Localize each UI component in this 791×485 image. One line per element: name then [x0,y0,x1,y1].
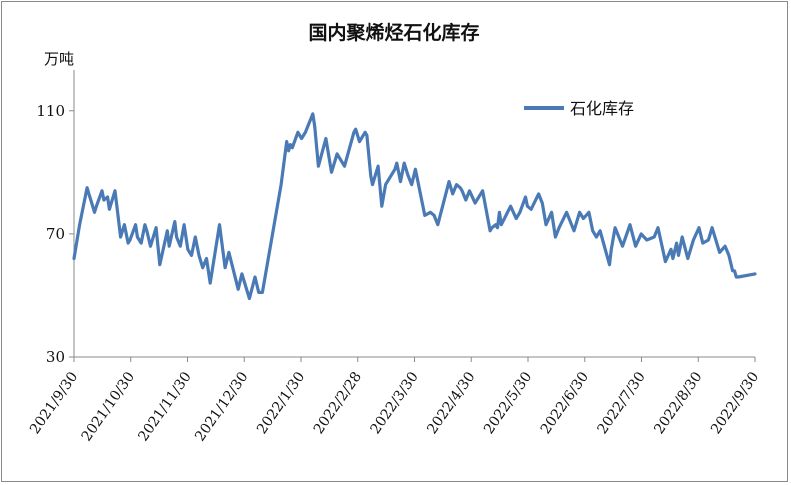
series-line [72,112,757,301]
x-tick-label: 2022/7/30 [594,369,648,437]
x-tick-label: 2021/11/30 [135,369,194,444]
x-tick-label: 2022/2/28 [311,369,365,437]
axis-ticks: 30 70 110 2021/9/302021/10/302021/11/302021… [27,102,762,445]
x-tick-label: 2021/9/30 [27,369,81,437]
x-tick-label: 2022/4/30 [424,369,478,437]
y-axis-unit: 万吨 [44,50,74,68]
y-tick-label: 110 [36,102,65,120]
chart-title: 国内聚烯烃石化库存 [308,21,479,44]
axes [73,70,755,358]
x-tick-label: 2022/8/30 [651,369,705,437]
x-tick-label: 2021/12/30 [192,369,251,444]
y-tick-label: 70 [46,225,65,243]
y-tick-label: 30 [46,348,65,366]
legend: 石化库存 [524,99,634,118]
legend-label: 石化库存 [570,99,634,118]
x-tick-label: 2022/1/30 [254,369,308,437]
x-tick-label: 2021/10/30 [79,369,138,444]
x-tick-label: 2022/9/30 [708,369,762,437]
series-group [72,112,757,301]
x-tick-label: 2022/5/30 [481,369,535,437]
x-tick-label: 2022/6/30 [538,369,592,437]
x-tick-label: 2022/3/30 [367,369,421,437]
